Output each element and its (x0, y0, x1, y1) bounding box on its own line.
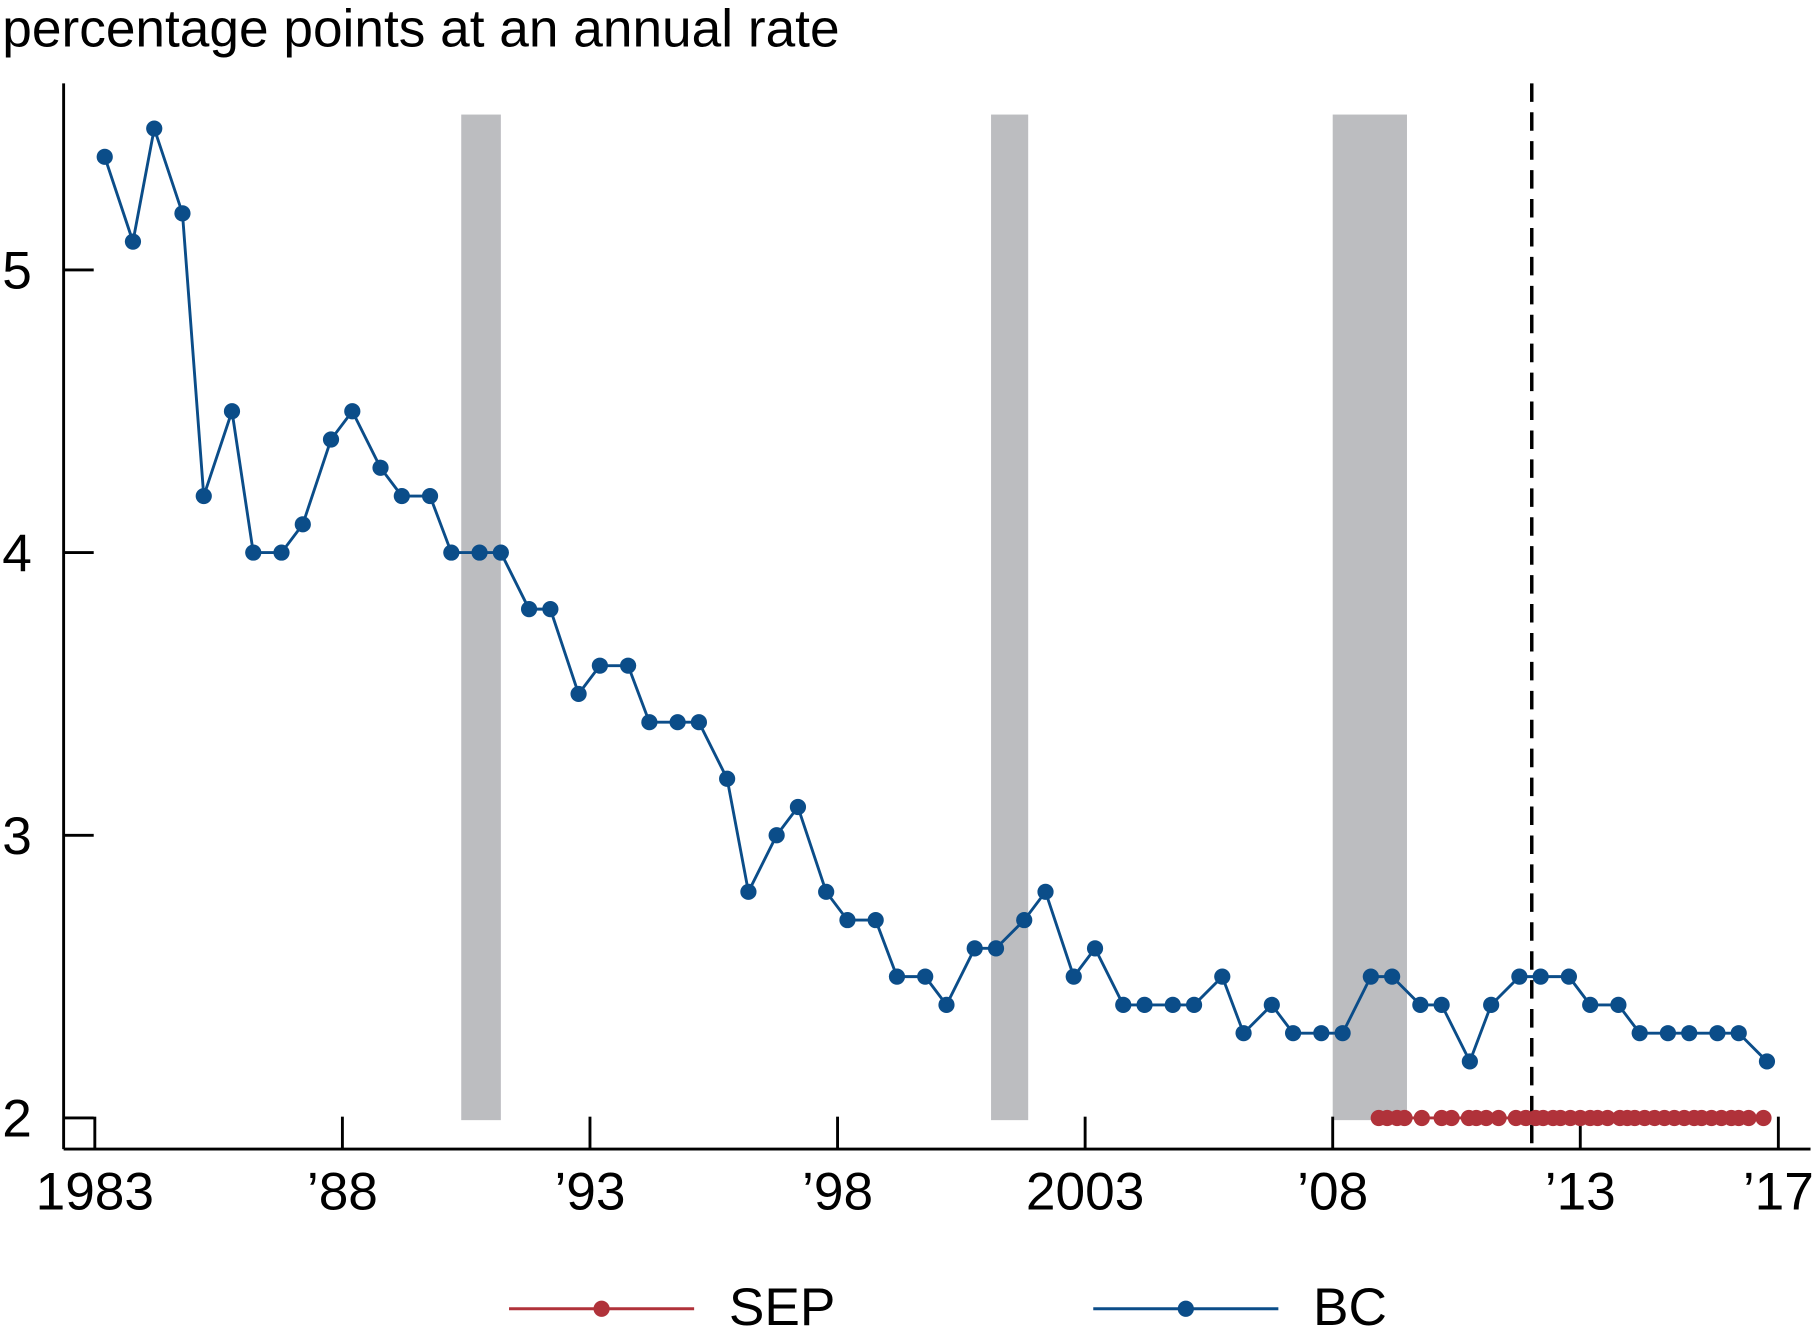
series-point (1709, 1025, 1726, 1042)
series-point (1599, 1109, 1616, 1127)
series-point (372, 459, 389, 476)
series-point (1461, 1053, 1478, 1070)
series-point (1313, 1025, 1330, 1042)
series-point (542, 601, 559, 618)
legend-label: SEP (729, 1278, 835, 1337)
series-point (839, 911, 856, 929)
series-point (1362, 968, 1379, 985)
x-tick-label: ’08 (1297, 1162, 1368, 1221)
series-point (1610, 996, 1627, 1013)
series-point (273, 544, 290, 561)
recession-shade (1332, 114, 1407, 1121)
series-point (867, 911, 884, 929)
recession-shade (461, 114, 501, 1121)
series-point (393, 487, 410, 505)
series-point (1582, 996, 1599, 1013)
y-axis-label: percentage points at an annual rate (2, 0, 839, 58)
series-point (1412, 996, 1429, 1013)
series-point (1115, 996, 1132, 1013)
series-point (1413, 1109, 1430, 1127)
series-point (492, 544, 509, 561)
series-point (1443, 1109, 1460, 1127)
series-point (620, 657, 637, 674)
series-point (917, 968, 934, 985)
series-point (1730, 1025, 1747, 1042)
series-point (591, 657, 608, 674)
series-point (1740, 1109, 1757, 1127)
x-tick-label: ’88 (307, 1162, 378, 1221)
x-tick-label: ’17 (1743, 1162, 1814, 1221)
series-point (740, 883, 757, 900)
x-tick-label: ’93 (554, 1162, 625, 1221)
series-point (322, 431, 340, 448)
series-point (471, 544, 488, 561)
series-point (669, 714, 686, 731)
y-tick-label: 5 (2, 242, 32, 301)
series-point (1396, 1109, 1413, 1127)
series-point (1532, 968, 1549, 985)
series-point (1659, 1025, 1677, 1042)
recession-shade (991, 114, 1029, 1121)
legend-marker (593, 1300, 610, 1317)
series-point (344, 403, 361, 420)
series-point (1284, 1025, 1302, 1042)
legend-marker (1177, 1300, 1194, 1317)
series-point (1560, 968, 1577, 985)
series-point (174, 205, 191, 222)
series-point (1490, 1109, 1507, 1127)
series-point (1185, 996, 1203, 1013)
y-tick-label: 3 (2, 807, 32, 866)
series-point (1016, 911, 1033, 929)
series-point (789, 798, 807, 816)
x-tick-label: ’13 (1545, 1162, 1616, 1221)
series-point (1065, 968, 1082, 985)
series-point (1631, 1025, 1648, 1042)
series-point (1433, 996, 1450, 1013)
series-point (195, 487, 212, 505)
series-point (1086, 940, 1104, 957)
series-point (245, 544, 262, 561)
series-point (1164, 996, 1181, 1013)
series-point (570, 685, 587, 703)
series-point (443, 544, 460, 561)
x-tick-label: ’98 (802, 1162, 873, 1221)
series-point (124, 233, 142, 250)
series-point (1136, 996, 1153, 1013)
series-point (1478, 1109, 1495, 1127)
series-point (1214, 968, 1231, 985)
series-point (987, 940, 1005, 957)
series-point (421, 487, 439, 505)
series-point (1483, 996, 1500, 1013)
series-point (690, 714, 708, 731)
legend-label: BC (1313, 1278, 1387, 1337)
series-point (96, 148, 113, 165)
series-point (641, 714, 658, 731)
series-point (966, 940, 983, 957)
series-point (1037, 883, 1054, 900)
series-point (294, 516, 311, 533)
series-point (520, 601, 538, 618)
series-point (223, 403, 241, 420)
series-point (1758, 1053, 1776, 1070)
series-point (1384, 968, 1401, 985)
x-tick-label: 2003 (1026, 1162, 1144, 1221)
series-point (768, 827, 785, 844)
series-point (1755, 1109, 1772, 1127)
series-point (146, 120, 163, 137)
series-point (818, 883, 835, 900)
series-point (1263, 996, 1280, 1013)
series-point (1511, 968, 1528, 985)
series-point (1681, 1025, 1698, 1042)
series-point (719, 770, 736, 787)
series-line (103, 122, 1768, 1066)
series-point (938, 996, 955, 1013)
series-point (1235, 1025, 1252, 1042)
y-tick-label: 2 (2, 1090, 32, 1149)
series-point (888, 968, 906, 985)
y-tick-label: 4 (2, 524, 32, 583)
series-point (1334, 1025, 1351, 1042)
x-tick-label: 1983 (36, 1162, 154, 1221)
